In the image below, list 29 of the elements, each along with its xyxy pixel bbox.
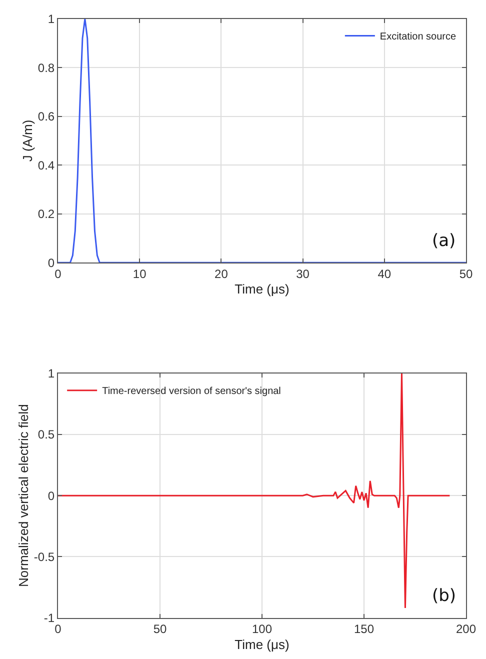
y-tick-label: -0.5 (34, 550, 55, 564)
legend-label: Excitation source (380, 32, 457, 43)
x-tick-label: 200 (456, 622, 476, 636)
x-tick-label: 50 (153, 622, 167, 636)
y-tick-label: 0.8 (38, 60, 55, 75)
x-tick-label: 20 (214, 267, 228, 282)
x-axis-title: Time (μs) (234, 636, 290, 652)
y-tick-label: 0.4 (38, 158, 55, 172)
legend-label: Time-reversed version of sensor's signal (102, 386, 281, 398)
x-tick-label: 30 (296, 267, 310, 282)
x-tick-label: 150 (354, 622, 374, 636)
y-tick-label: 0.5 (38, 428, 55, 442)
line-series (58, 18, 466, 263)
y-tick-label: 0 (48, 256, 55, 270)
annotation: (b) (432, 586, 456, 606)
x-tick-label: 10 (132, 267, 147, 282)
y-tick-label: -1 (44, 610, 55, 625)
y-tick-label: 1 (48, 12, 55, 26)
y-axis-title: J (A/m) (20, 120, 35, 162)
x-tick-label: 100 (252, 622, 272, 636)
x-axis-title: Time (μs) (234, 282, 290, 297)
y-tick-label: 0.2 (38, 207, 55, 222)
y-tick-label: 0 (48, 488, 55, 503)
y-tick-label: 1 (48, 366, 55, 381)
x-tick-label: 40 (378, 267, 392, 282)
y-tick-label: 0.6 (38, 110, 55, 124)
x-tick-label: 50 (459, 267, 473, 282)
y-axis-title: Normalized vertical electric field (16, 404, 31, 587)
annotation: (a) (432, 231, 456, 251)
